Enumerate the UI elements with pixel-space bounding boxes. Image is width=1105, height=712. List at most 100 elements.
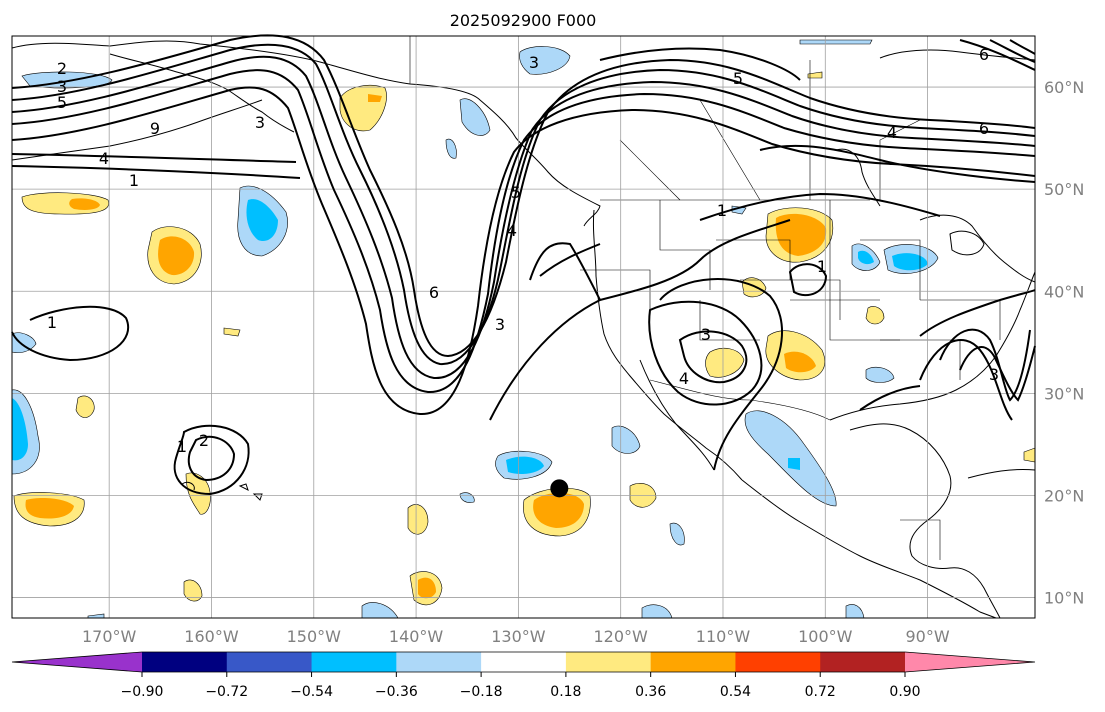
contour-label: 5 <box>511 183 521 202</box>
contour-line <box>959 39 1036 71</box>
colorbar-cell <box>396 652 482 672</box>
colorbar-extend-high <box>905 652 1035 672</box>
longitude-label: 90°W <box>905 627 949 646</box>
colorbar-tick-label: 0.72 <box>805 684 836 700</box>
contour-lines <box>11 34 1036 496</box>
warm-anomaly-region <box>223 327 241 337</box>
figure-title: 2025092900 F000 <box>450 11 597 30</box>
warm-anomaly-core <box>533 492 584 528</box>
state-border <box>580 269 651 310</box>
contour-label: 1 <box>177 437 187 456</box>
state-border <box>740 279 841 320</box>
contour-line <box>11 34 1036 358</box>
cool-anomaly-region <box>611 425 641 454</box>
political-borders <box>409 36 1001 560</box>
contour-line <box>187 435 236 482</box>
latitude-label: 40°N <box>1044 282 1084 301</box>
longitude-labels: 170°W 160°W 150°W 140°W 130°W 120°W 110°W 100°W… <box>82 627 950 646</box>
colorbar-tick-label: 0.36 <box>635 684 666 700</box>
contour-label: 6 <box>979 119 989 138</box>
contour-label: 6 <box>979 45 989 64</box>
contour-label: 2 <box>199 431 209 450</box>
cool-anomaly-core <box>892 253 928 271</box>
contour-line <box>759 144 1036 183</box>
contour-line <box>11 153 297 163</box>
longitude-label: 150°W <box>287 627 342 646</box>
longitude-label: 110°W <box>696 627 751 646</box>
contour-label: 4 <box>679 369 689 388</box>
contour-line <box>11 69 1036 394</box>
contour-line <box>11 305 129 362</box>
contour-label: 3 <box>701 325 711 344</box>
cool-anomaly-core <box>246 199 278 242</box>
map-panel: 2 3 5 9 4 1 3 1 5 6 4 5 6 4 1 1 3 2 1 3 <box>11 34 1036 619</box>
aleutian-chain <box>11 99 263 161</box>
colorbar-extend-low <box>12 652 142 672</box>
lake-michigan <box>949 230 985 256</box>
contour-line <box>919 339 1013 421</box>
warm-anomaly-core <box>158 236 195 276</box>
map-background <box>12 36 1035 618</box>
central-america-border <box>900 519 941 560</box>
gulf-coast <box>849 423 1001 619</box>
warm-anomaly-core <box>775 213 827 256</box>
latitude-label: 60°N <box>1044 78 1084 97</box>
colorbar-cell <box>735 652 821 672</box>
state-border <box>659 200 711 290</box>
colorbar-cells <box>11 651 1036 673</box>
contour-line <box>1009 39 1036 55</box>
contour-label-group: 2 3 5 9 4 1 3 1 5 6 4 5 6 4 1 1 3 2 1 3 <box>47 45 999 456</box>
contour-line <box>11 165 301 179</box>
cool-anomaly-region <box>519 46 571 75</box>
contour-label: 4 <box>887 123 897 142</box>
contour-label: 1 <box>129 171 139 190</box>
warm-anomaly-core <box>25 498 74 519</box>
contour-line <box>173 424 250 496</box>
warm-anomaly-core <box>784 351 816 373</box>
warm-anomaly-region <box>75 395 95 418</box>
contour-label: 1 <box>717 201 727 220</box>
colorbar-cell <box>226 652 313 672</box>
location-marker <box>550 479 569 498</box>
hawaii-island <box>252 493 263 501</box>
us-mexico-border <box>649 379 831 421</box>
colorbar-tick-label: −0.72 <box>205 684 248 700</box>
colorbar-tick-label: −0.36 <box>375 684 418 700</box>
latitude-labels: 60°N 50°N 40°N 30°N 20°N 10°N <box>1044 78 1084 608</box>
longitude-label: 120°W <box>594 627 649 646</box>
contour-label: 2 <box>57 59 67 78</box>
contour-label: 6 <box>429 283 439 302</box>
contour-label: 3 <box>989 365 999 384</box>
warm-anomaly-region <box>705 347 745 378</box>
colorbar-ticks: −0.90 −0.72 −0.54 −0.36 −0.18 0.18 0.36 0.54 0.7… <box>121 672 921 700</box>
contour-line <box>678 330 748 384</box>
mexico-pacific-coast <box>741 479 997 619</box>
colorbar-cell <box>820 652 906 672</box>
colorbar-cell <box>565 652 652 672</box>
contour-line <box>788 263 828 297</box>
warm-anomaly-region <box>807 71 823 79</box>
colorbar-cell <box>650 652 736 672</box>
contour-line <box>489 219 791 421</box>
contour-line <box>699 192 941 221</box>
contour-label: 9 <box>150 119 160 138</box>
contour-line <box>529 242 601 301</box>
contour-line <box>648 300 763 406</box>
state-border <box>716 239 791 280</box>
cool-anomaly-region <box>669 522 685 546</box>
cool-anomaly-core <box>12 398 28 461</box>
map-frame <box>11 35 1036 619</box>
cool-anomaly-region <box>865 366 895 383</box>
contour-line <box>659 278 783 471</box>
gridlines <box>12 36 1035 618</box>
arctic-coast <box>879 49 1036 61</box>
contour-line <box>989 39 1036 63</box>
longitude-label: 100°W <box>798 627 853 646</box>
contour-label: 4 <box>99 149 109 168</box>
state-border <box>699 300 760 341</box>
contour-line <box>539 243 601 277</box>
cool-anomaly-region <box>799 39 873 45</box>
coastlines <box>11 40 1036 619</box>
province-border <box>699 99 761 201</box>
colorbar-tick-label: 0.18 <box>550 684 581 700</box>
